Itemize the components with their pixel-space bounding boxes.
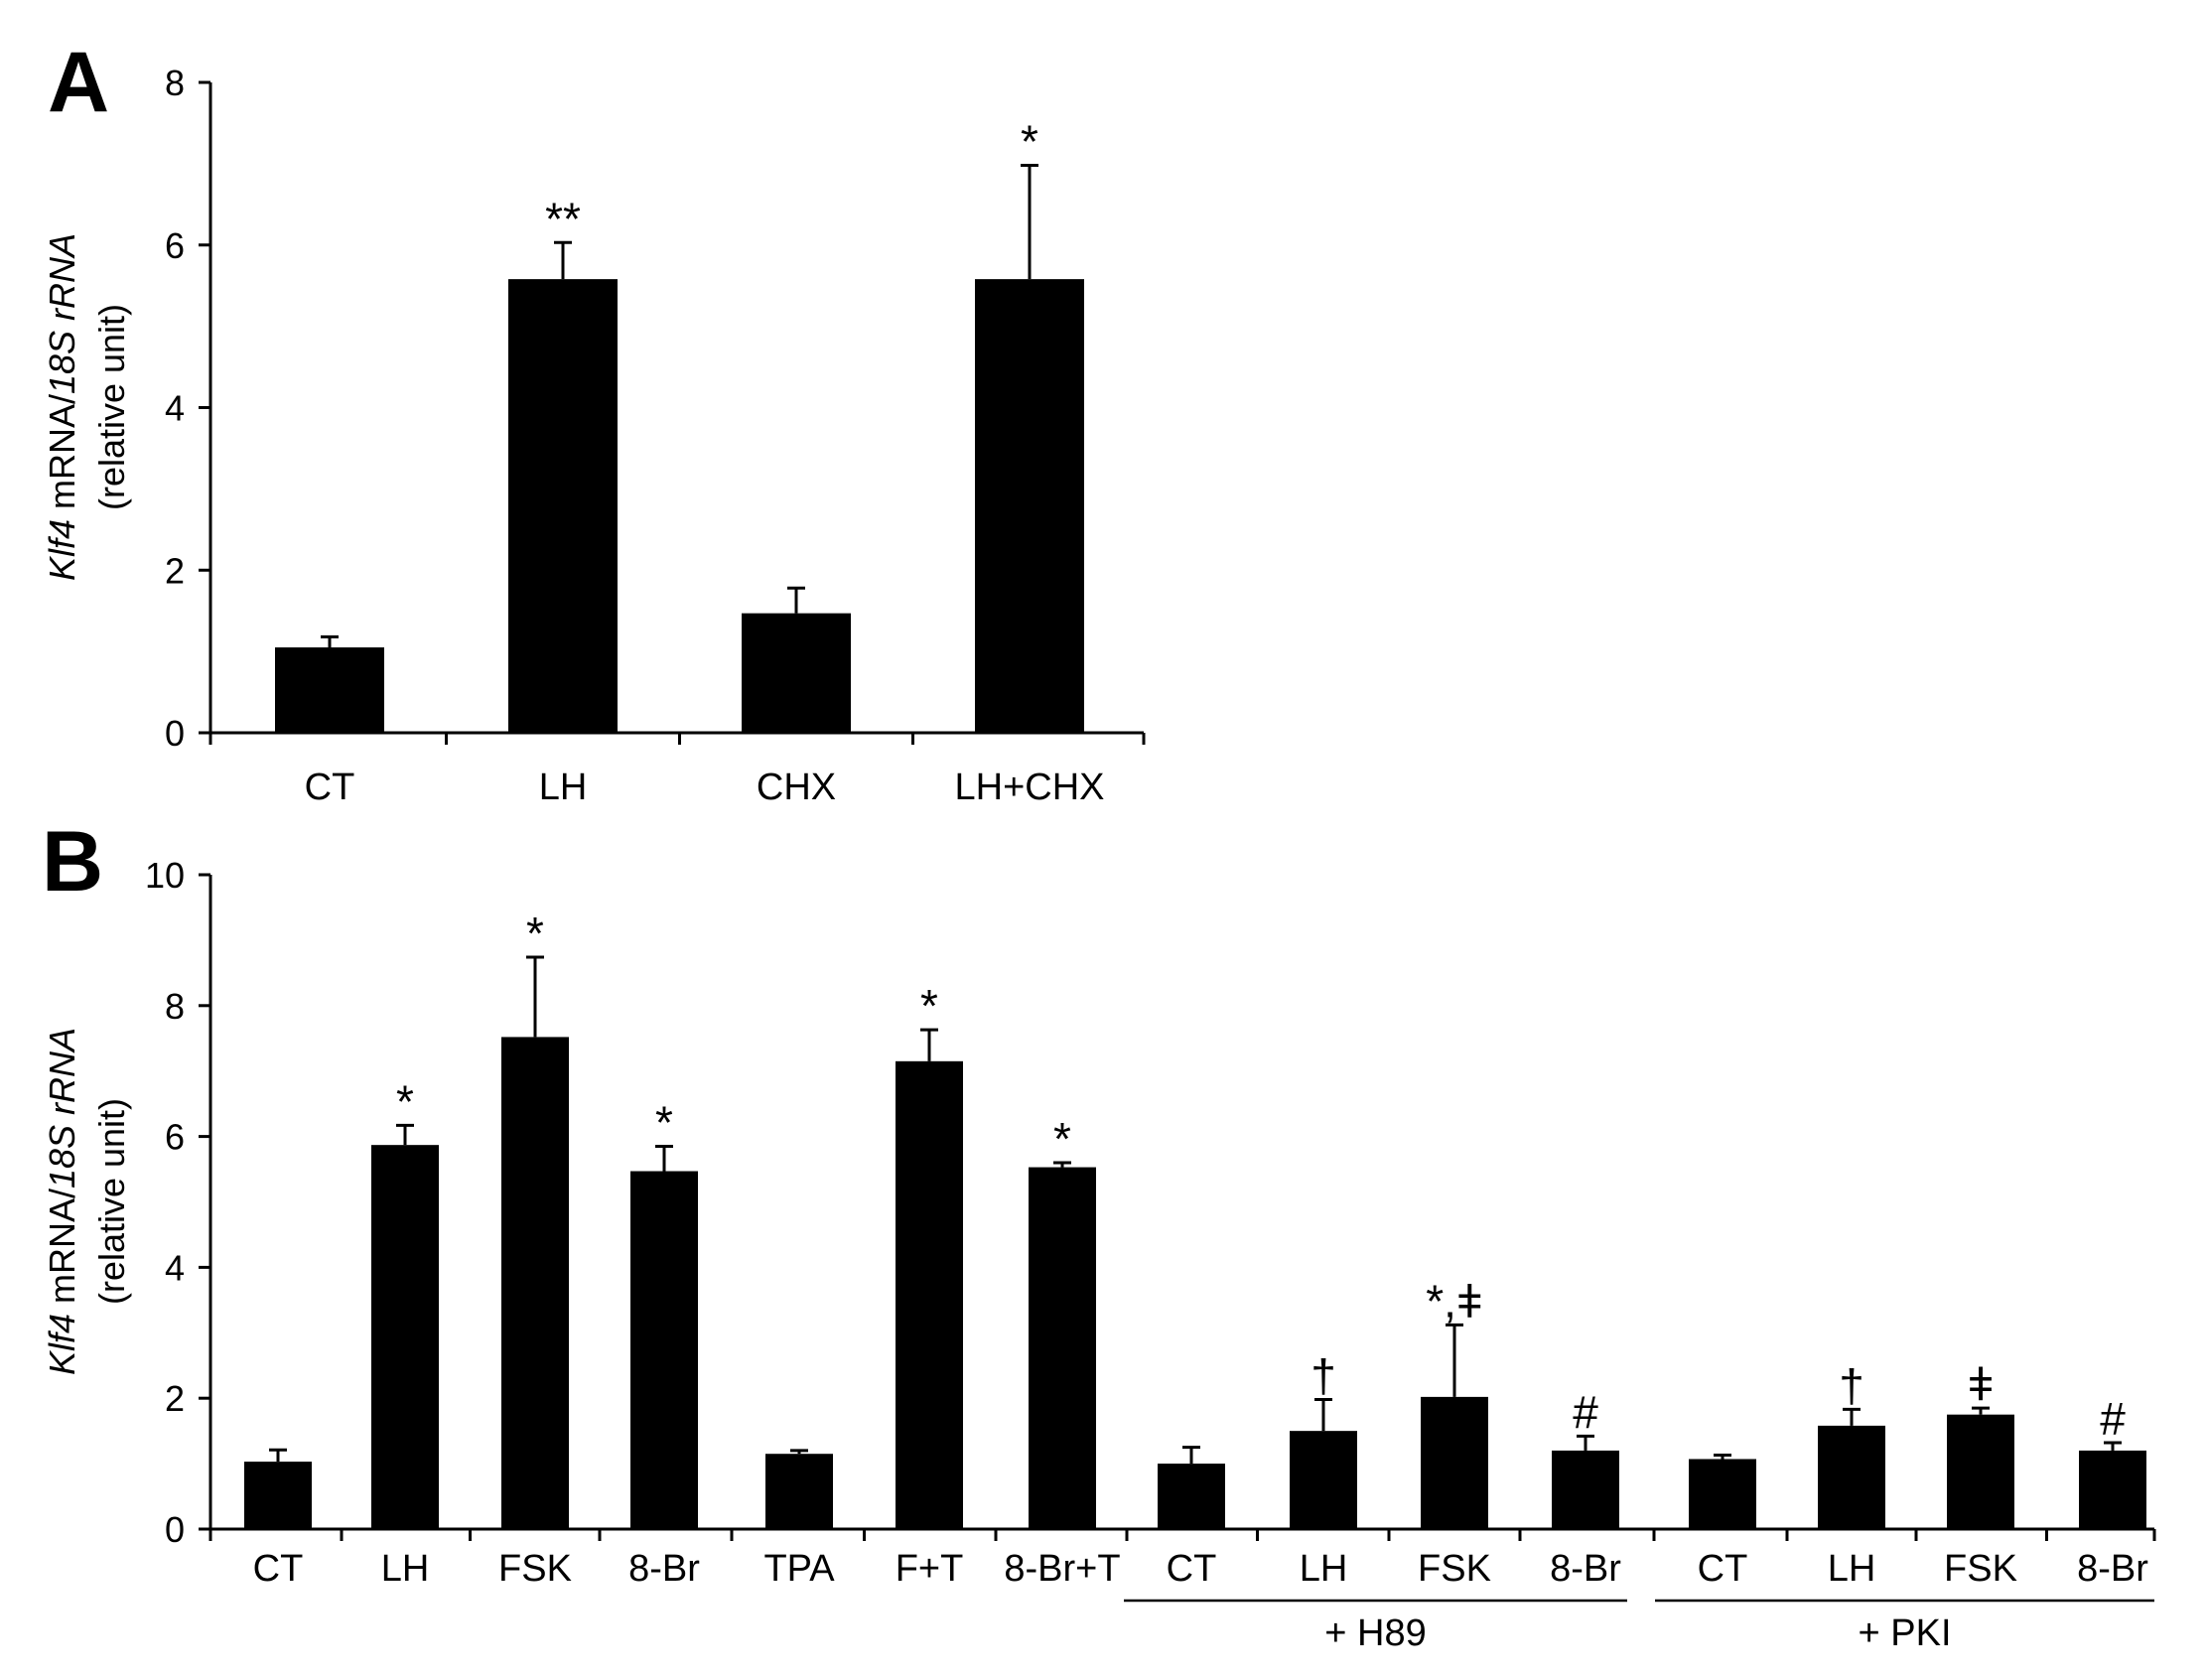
category-label: 8-Br (2077, 1548, 2148, 1590)
category-label: CT (253, 1548, 304, 1590)
category-label: FSK (498, 1548, 572, 1590)
category-label: CHX (757, 767, 836, 808)
y-axis-label-units: (relative unit) (91, 1098, 132, 1305)
bar (1552, 1450, 1619, 1529)
y-tick-label: 6 (165, 1117, 185, 1158)
category-label: 8-Br+T (1004, 1548, 1120, 1590)
significance-label: ** (545, 193, 581, 244)
bar (1290, 1431, 1357, 1529)
bar (1689, 1459, 1756, 1529)
group-label: + PKI (1859, 1612, 1952, 1654)
significance-label: # (1573, 1386, 1598, 1438)
panel-letter: A (48, 35, 109, 130)
bar (1029, 1167, 1096, 1529)
bar (742, 613, 851, 733)
bar (1421, 1396, 1488, 1529)
y-tick-label: 4 (165, 388, 185, 429)
significance-label: † (1839, 1359, 1864, 1411)
bar (2079, 1450, 2146, 1529)
significance-label: * (1021, 116, 1038, 168)
bar (501, 1037, 569, 1529)
category-label: TPA (763, 1548, 835, 1590)
bar (371, 1145, 439, 1529)
panel-b: B 0 2 4 6 8 10 CT * LH * FSK * 8-Br TPA * F+T * 8-Br+T CT † L… (42, 814, 2156, 1654)
category-label: LH (381, 1548, 430, 1590)
bar (1158, 1464, 1225, 1529)
category-label: LH+CHX (955, 767, 1105, 808)
significance-label: ǂ (1968, 1358, 1995, 1410)
bar (1818, 1425, 1885, 1529)
category-label: LH (539, 767, 588, 808)
category-label: CT (1698, 1548, 1748, 1590)
y-axis-label: Klf4 mRNA/18S rRNA (42, 233, 82, 581)
category-label: 8-Br (1550, 1548, 1621, 1590)
y-tick-label: 8 (165, 63, 185, 103)
category-label: F+T (896, 1548, 964, 1590)
significance-label: *,ǂ (1426, 1275, 1483, 1327)
category-label: LH (1828, 1548, 1876, 1590)
bar (975, 279, 1084, 733)
panel-a: A 0 2 4 6 8 CT ** LH CHX * LH+CHX Klf4 mRNA/18S rRNA… (42, 35, 1146, 808)
y-axis-label: Klf4 mRNA/18S rRNA (42, 1028, 82, 1375)
y-tick-label: 8 (165, 986, 185, 1027)
bar (1947, 1414, 2014, 1529)
y-tick-label: 0 (165, 713, 185, 754)
panel-letter: B (42, 814, 103, 910)
group-label: + H89 (1324, 1612, 1426, 1654)
significance-label: * (655, 1096, 673, 1148)
bar (630, 1171, 698, 1529)
bar (275, 647, 384, 733)
significance-label: * (526, 908, 544, 959)
y-tick-label: 10 (145, 855, 185, 896)
y-tick-label: 0 (165, 1509, 185, 1550)
bar (765, 1454, 833, 1529)
category-label: 8-Br (628, 1548, 700, 1590)
significance-label: * (396, 1075, 414, 1127)
category-label: LH (1300, 1548, 1348, 1590)
significance-label: # (2100, 1393, 2126, 1445)
category-label: CT (1167, 1548, 1217, 1590)
y-tick-label: 6 (165, 225, 185, 266)
bar (508, 279, 618, 733)
y-tick-label: 4 (165, 1247, 185, 1288)
category-label: FSK (1418, 1548, 1491, 1590)
significance-label: † (1310, 1350, 1336, 1402)
bar (896, 1060, 963, 1529)
category-label: CT (305, 767, 355, 808)
y-axis-label-units: (relative unit) (91, 304, 132, 510)
category-label: FSK (1944, 1548, 2017, 1590)
significance-label: * (1053, 1113, 1071, 1165)
significance-label: * (920, 980, 938, 1032)
y-tick-label: 2 (165, 1378, 185, 1419)
y-tick-label: 2 (165, 550, 185, 591)
bar (244, 1462, 312, 1529)
